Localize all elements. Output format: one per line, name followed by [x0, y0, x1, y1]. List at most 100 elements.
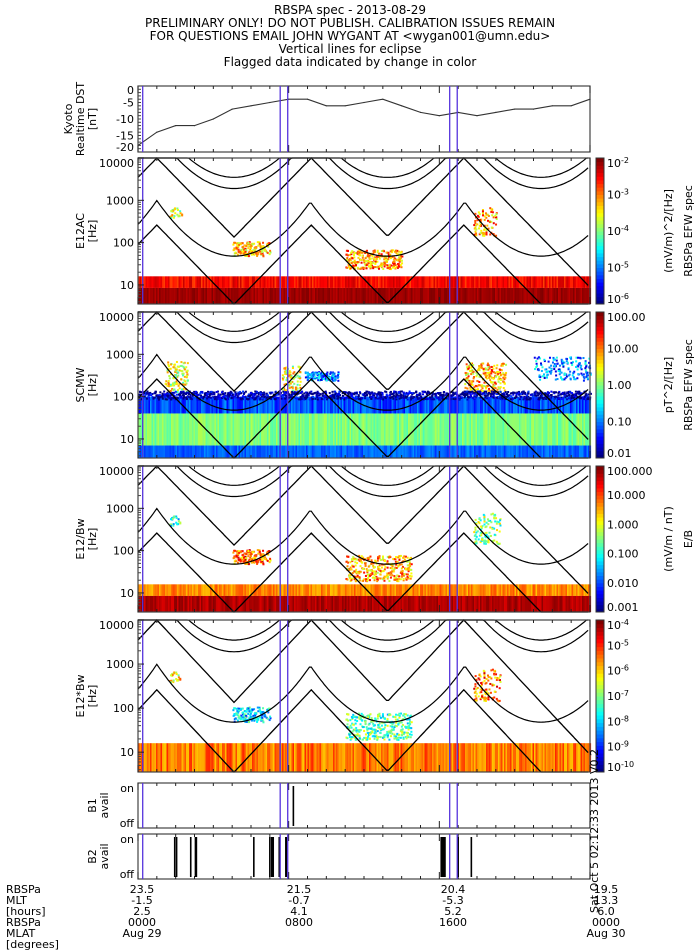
spectral-band	[392, 276, 394, 288]
spectral-band	[257, 584, 259, 596]
spectral-band	[327, 446, 329, 458]
wave-emission	[473, 386, 475, 388]
spectral-band	[168, 596, 170, 612]
wave-emission	[317, 379, 319, 381]
spectral-band	[270, 276, 272, 288]
noise-floor	[276, 394, 278, 396]
wave-emission	[401, 262, 403, 264]
spectral-band	[479, 288, 481, 304]
spectral-band	[528, 446, 530, 458]
spectral-band	[480, 413, 482, 445]
wave-emission	[168, 380, 170, 382]
spectral-band	[273, 596, 275, 612]
wave-emission	[283, 367, 285, 369]
spectral-band	[207, 413, 209, 445]
spectral-band	[344, 276, 346, 288]
wave-emission	[183, 362, 185, 364]
spectral-band	[153, 413, 155, 445]
spectral-band	[317, 288, 319, 304]
wave-emission	[288, 385, 290, 387]
wave-emission	[360, 251, 362, 253]
noise-floor	[199, 392, 201, 394]
spectral-band	[471, 397, 473, 414]
noise-floor	[384, 391, 386, 393]
spectral-band	[302, 288, 304, 304]
spectral-band	[369, 288, 371, 304]
spectral-band	[527, 446, 529, 458]
wave-emission	[489, 221, 491, 223]
spectral-band	[216, 596, 218, 612]
spectral-band	[572, 413, 574, 445]
spectral-band	[527, 276, 529, 288]
spectral-band	[453, 584, 455, 596]
wave-emission	[490, 211, 492, 213]
spectral-band	[149, 413, 151, 445]
wave-emission	[493, 222, 495, 224]
spectral-band	[566, 584, 568, 596]
wave-emission	[496, 364, 498, 366]
spectral-band	[246, 584, 248, 596]
spectral-band	[474, 584, 476, 596]
wave-emission	[353, 254, 355, 256]
spectral-band	[545, 446, 547, 458]
spectral-band	[342, 446, 344, 458]
spectral-band	[147, 276, 149, 288]
wave-emission	[359, 268, 361, 270]
wave-emission	[370, 266, 372, 268]
wave-emission	[320, 372, 322, 374]
noise-floor	[433, 398, 435, 400]
noise-floor	[316, 396, 318, 398]
noise-floor	[524, 392, 526, 394]
noise-floor	[146, 398, 148, 400]
wave-emission	[476, 380, 478, 382]
wave-emission	[184, 368, 186, 370]
noise-floor	[213, 393, 215, 395]
spectral-band	[336, 446, 338, 458]
wave-emission	[320, 379, 322, 381]
y-tick-label: -20	[116, 141, 134, 154]
spectral-band	[284, 584, 286, 596]
colorbar-segment	[596, 282, 604, 286]
spectral-band	[495, 413, 497, 445]
wave-emission	[565, 358, 567, 360]
wave-emission	[583, 380, 585, 382]
spectral-band	[582, 288, 584, 304]
spectral-band	[561, 584, 563, 596]
noise-floor	[529, 397, 531, 399]
spectral-band	[501, 288, 503, 304]
spectral-band	[563, 413, 565, 445]
spectral-band	[501, 446, 503, 458]
spectral-band	[294, 413, 296, 445]
wave-emission	[186, 375, 188, 377]
noise-floor	[424, 391, 426, 393]
spectral-band	[527, 413, 529, 445]
spectral-band	[162, 446, 164, 458]
spectral-band	[146, 413, 148, 445]
spectral-band	[512, 276, 514, 288]
spectral-band	[275, 413, 277, 445]
wave-emission	[494, 385, 496, 387]
spectral-band	[329, 584, 331, 596]
spectral-band	[494, 584, 496, 596]
spectral-band	[273, 446, 275, 458]
wave-emission	[381, 253, 383, 255]
colorbar-segment	[596, 381, 604, 385]
wave-emission	[488, 372, 490, 374]
spectral-band	[534, 413, 536, 445]
spectral-band	[366, 446, 368, 458]
noise-floor	[432, 394, 434, 396]
noise-floor	[182, 394, 184, 396]
spectral-band	[312, 276, 314, 288]
spectral-band	[504, 288, 506, 304]
noise-floor	[561, 398, 563, 400]
spectral-band	[431, 288, 433, 304]
noise-floor	[519, 395, 521, 397]
spectral-band	[152, 413, 154, 445]
spectral-band	[581, 288, 583, 304]
spectral-band	[306, 584, 308, 596]
spectral-band	[267, 584, 269, 596]
spectral-band	[351, 584, 353, 596]
e12ac-y-axis-label: E12AC[Hz]	[74, 213, 99, 249]
spectral-band	[153, 584, 155, 596]
noise-floor	[471, 391, 473, 393]
